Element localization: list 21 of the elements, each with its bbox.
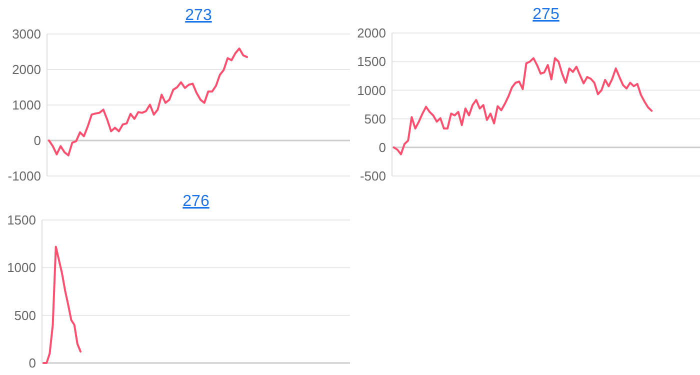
y-tick-label: -1000 bbox=[8, 168, 41, 184]
y-tick-label: 0 bbox=[28, 356, 36, 371]
y-tick-label: 1000 bbox=[357, 82, 386, 98]
line-series bbox=[48, 48, 248, 156]
y-tick-label: 0 bbox=[34, 133, 41, 148]
y-tick-label: 1500 bbox=[357, 54, 386, 70]
y-tick-label: 500 bbox=[14, 308, 36, 323]
chart-title: 275 bbox=[532, 6, 560, 23]
y-tick-label: 2000 bbox=[357, 26, 386, 41]
y-tick-label: 500 bbox=[364, 111, 386, 126]
y-tick-label: 3000 bbox=[12, 26, 41, 42]
y-tick-label: 2000 bbox=[12, 62, 41, 78]
y-tick-label: 1000 bbox=[12, 98, 41, 113]
line-series bbox=[392, 57, 653, 156]
chart-title: 276 bbox=[182, 193, 210, 210]
chart-title: 273 bbox=[185, 7, 212, 24]
y-tick-label: 0 bbox=[378, 140, 386, 155]
line-series bbox=[42, 246, 82, 364]
y-tick-label: -500 bbox=[360, 168, 386, 184]
y-tick-label: 1500 bbox=[7, 212, 36, 228]
y-tick-label: 1000 bbox=[7, 260, 36, 276]
